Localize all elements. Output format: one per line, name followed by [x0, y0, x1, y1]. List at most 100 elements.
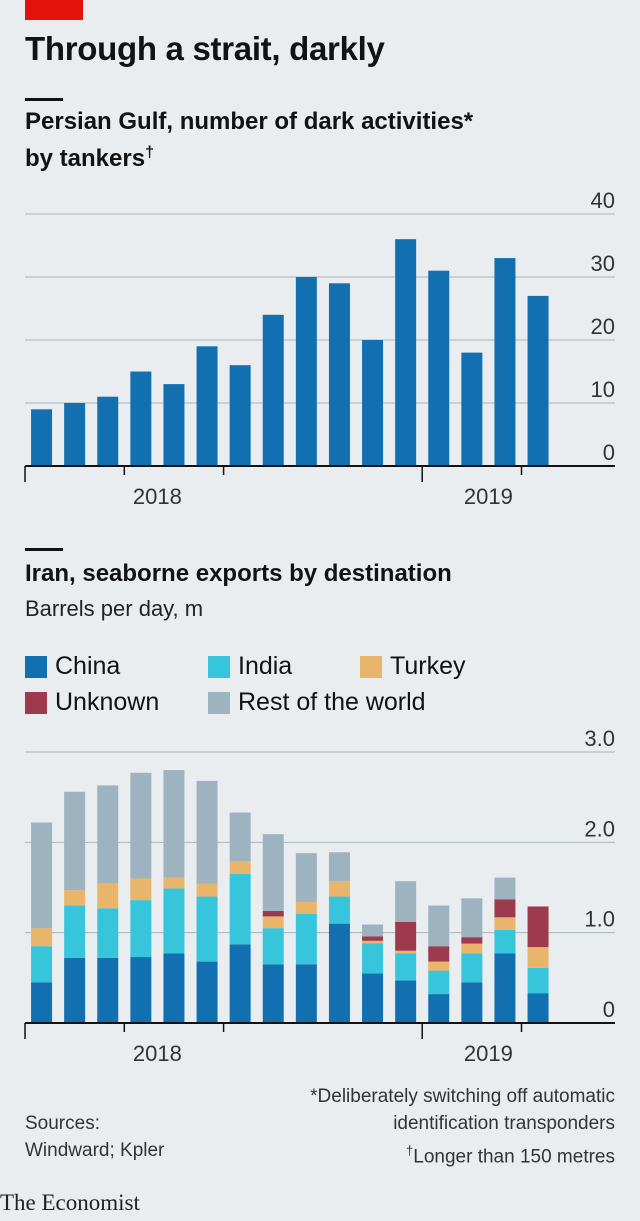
x-tick-label: 2019 [464, 1041, 513, 1066]
sources-list: Windward; Kpler [25, 1140, 165, 1161]
bar-segment-china [64, 957, 86, 1023]
bar [428, 270, 450, 466]
bar-segment-turkey [494, 917, 516, 930]
bar [130, 371, 152, 466]
bar [229, 365, 251, 466]
bar [163, 384, 185, 466]
legend-item-unknown: Unknown [25, 688, 159, 717]
bar-segment-china [97, 957, 119, 1023]
bar-segment-rest-of-the-world [196, 780, 218, 884]
bar-segment-unknown [395, 921, 417, 951]
bar-segment-turkey [64, 890, 86, 906]
brand-red-tag [25, 0, 83, 20]
legend-item-china: China [25, 652, 120, 681]
bar-segment-india [362, 943, 384, 974]
bar-segment-rest-of-the-world [461, 898, 483, 938]
bar-segment-rest-of-the-world [328, 852, 350, 882]
bar-segment-china [196, 961, 218, 1023]
chart1-rule [25, 98, 63, 101]
bar-segment-rest-of-the-world [494, 877, 516, 900]
bar [97, 396, 119, 466]
bar-segment-rest-of-the-world [130, 772, 152, 879]
legend-label-turkey: Turkey [390, 652, 466, 680]
bar-segment-india [163, 888, 185, 954]
legend-label-unknown: Unknown [55, 688, 160, 716]
footnote-line2: identification transponders [393, 1113, 615, 1134]
chart1-subtitle-dagger: † [145, 144, 154, 161]
chart2-unit: Barrels per day, m [25, 596, 204, 621]
bar-segment-india [97, 908, 119, 958]
bar-segment-india [428, 970, 450, 995]
y-tick-label: 40 [591, 188, 615, 213]
bar [262, 314, 284, 466]
bar-segment-china [362, 973, 384, 1023]
economist-logo-text: The Economist [0, 1190, 140, 1215]
bar-segment-rest-of-the-world [428, 905, 450, 947]
legend-swatch-turkey [360, 655, 382, 678]
bar-segment-india [295, 913, 317, 965]
chart1-subtitle: Persian Gulf, number of dark activities*… [25, 106, 473, 174]
bar-segment-india [229, 873, 251, 945]
bar [362, 340, 384, 466]
bar-segment-india [130, 900, 152, 958]
bar-segment-china [527, 993, 549, 1023]
legend-swatch-china [25, 655, 47, 678]
bar-segment-india [527, 967, 549, 994]
dark-activities-chart: 0 10 20 30 40 2018 2019 [24, 188, 615, 509]
bar-segment-turkey [262, 916, 284, 929]
legend-swatch-india [208, 655, 230, 678]
x-tick-label: 2019 [464, 484, 513, 509]
x-tick-label: 2018 [133, 1041, 182, 1066]
legend-label-rest-of-world: Rest of the world [238, 688, 426, 716]
bar-segment-india [494, 929, 516, 954]
bar [395, 239, 417, 466]
legend-swatch-unknown [25, 691, 47, 714]
bar-segment-unknown [262, 910, 284, 917]
bar [196, 346, 218, 466]
bar-segment-unknown [494, 899, 516, 918]
bar-segment-china [229, 944, 251, 1023]
bar-segment-turkey [229, 861, 251, 874]
bar-segment-rest-of-the-world [262, 834, 284, 911]
bar-segment-turkey [461, 943, 483, 954]
chart1-subtitle-line2: by tankers [25, 145, 146, 172]
bar-segment-turkey [527, 947, 549, 968]
footnote-dagger: † [406, 1143, 414, 1158]
footnote-line1: *Deliberately switching off automatic [310, 1086, 615, 1107]
bar-segment-china [163, 953, 185, 1023]
bar [328, 283, 350, 466]
bar-segment-turkey [362, 940, 384, 944]
bar-segment-rest-of-the-world [64, 791, 86, 891]
bar [461, 352, 483, 466]
bar-segment-turkey [328, 881, 350, 897]
bar-segment-india [461, 953, 483, 983]
bar-segment-india [262, 928, 284, 965]
bar-segment-rest-of-the-world [97, 785, 119, 883]
legend-item-india: India [208, 652, 292, 681]
legend-item-rest-of-world: Rest of the world [208, 688, 426, 717]
legend-swatch-rest-of-world [208, 691, 230, 714]
bar [527, 295, 549, 466]
bar-segment-india [31, 946, 53, 983]
bar-segment-rest-of-the-world [395, 881, 417, 922]
x-tick-label: 2018 [133, 484, 182, 509]
sources-label: Sources: [25, 1113, 100, 1134]
y-tick-label: 3.0 [584, 726, 615, 751]
bar-segment-unknown [461, 937, 483, 944]
chart1-subtitle-line1: Persian Gulf, number of dark activities* [25, 108, 474, 135]
legend-label-china: China [55, 652, 121, 680]
bar-segment-china [461, 982, 483, 1023]
y-tick-label: 1.0 [584, 907, 615, 932]
bar-segment-turkey [130, 878, 152, 901]
page-title: Through a strait, darkly [25, 30, 385, 67]
legend-label-india: India [238, 652, 293, 680]
legend-item-turkey: Turkey [360, 652, 465, 681]
bar [31, 409, 53, 466]
bar-segment-rest-of-the-world [31, 822, 53, 929]
bar-segment-rest-of-the-world [229, 812, 251, 862]
y-tick-label: 0 [603, 440, 615, 465]
bar-segment-turkey [428, 961, 450, 971]
bar-segment-turkey [163, 877, 185, 889]
bar-segment-turkey [97, 882, 119, 909]
bar-segment-rest-of-the-world [362, 924, 384, 937]
